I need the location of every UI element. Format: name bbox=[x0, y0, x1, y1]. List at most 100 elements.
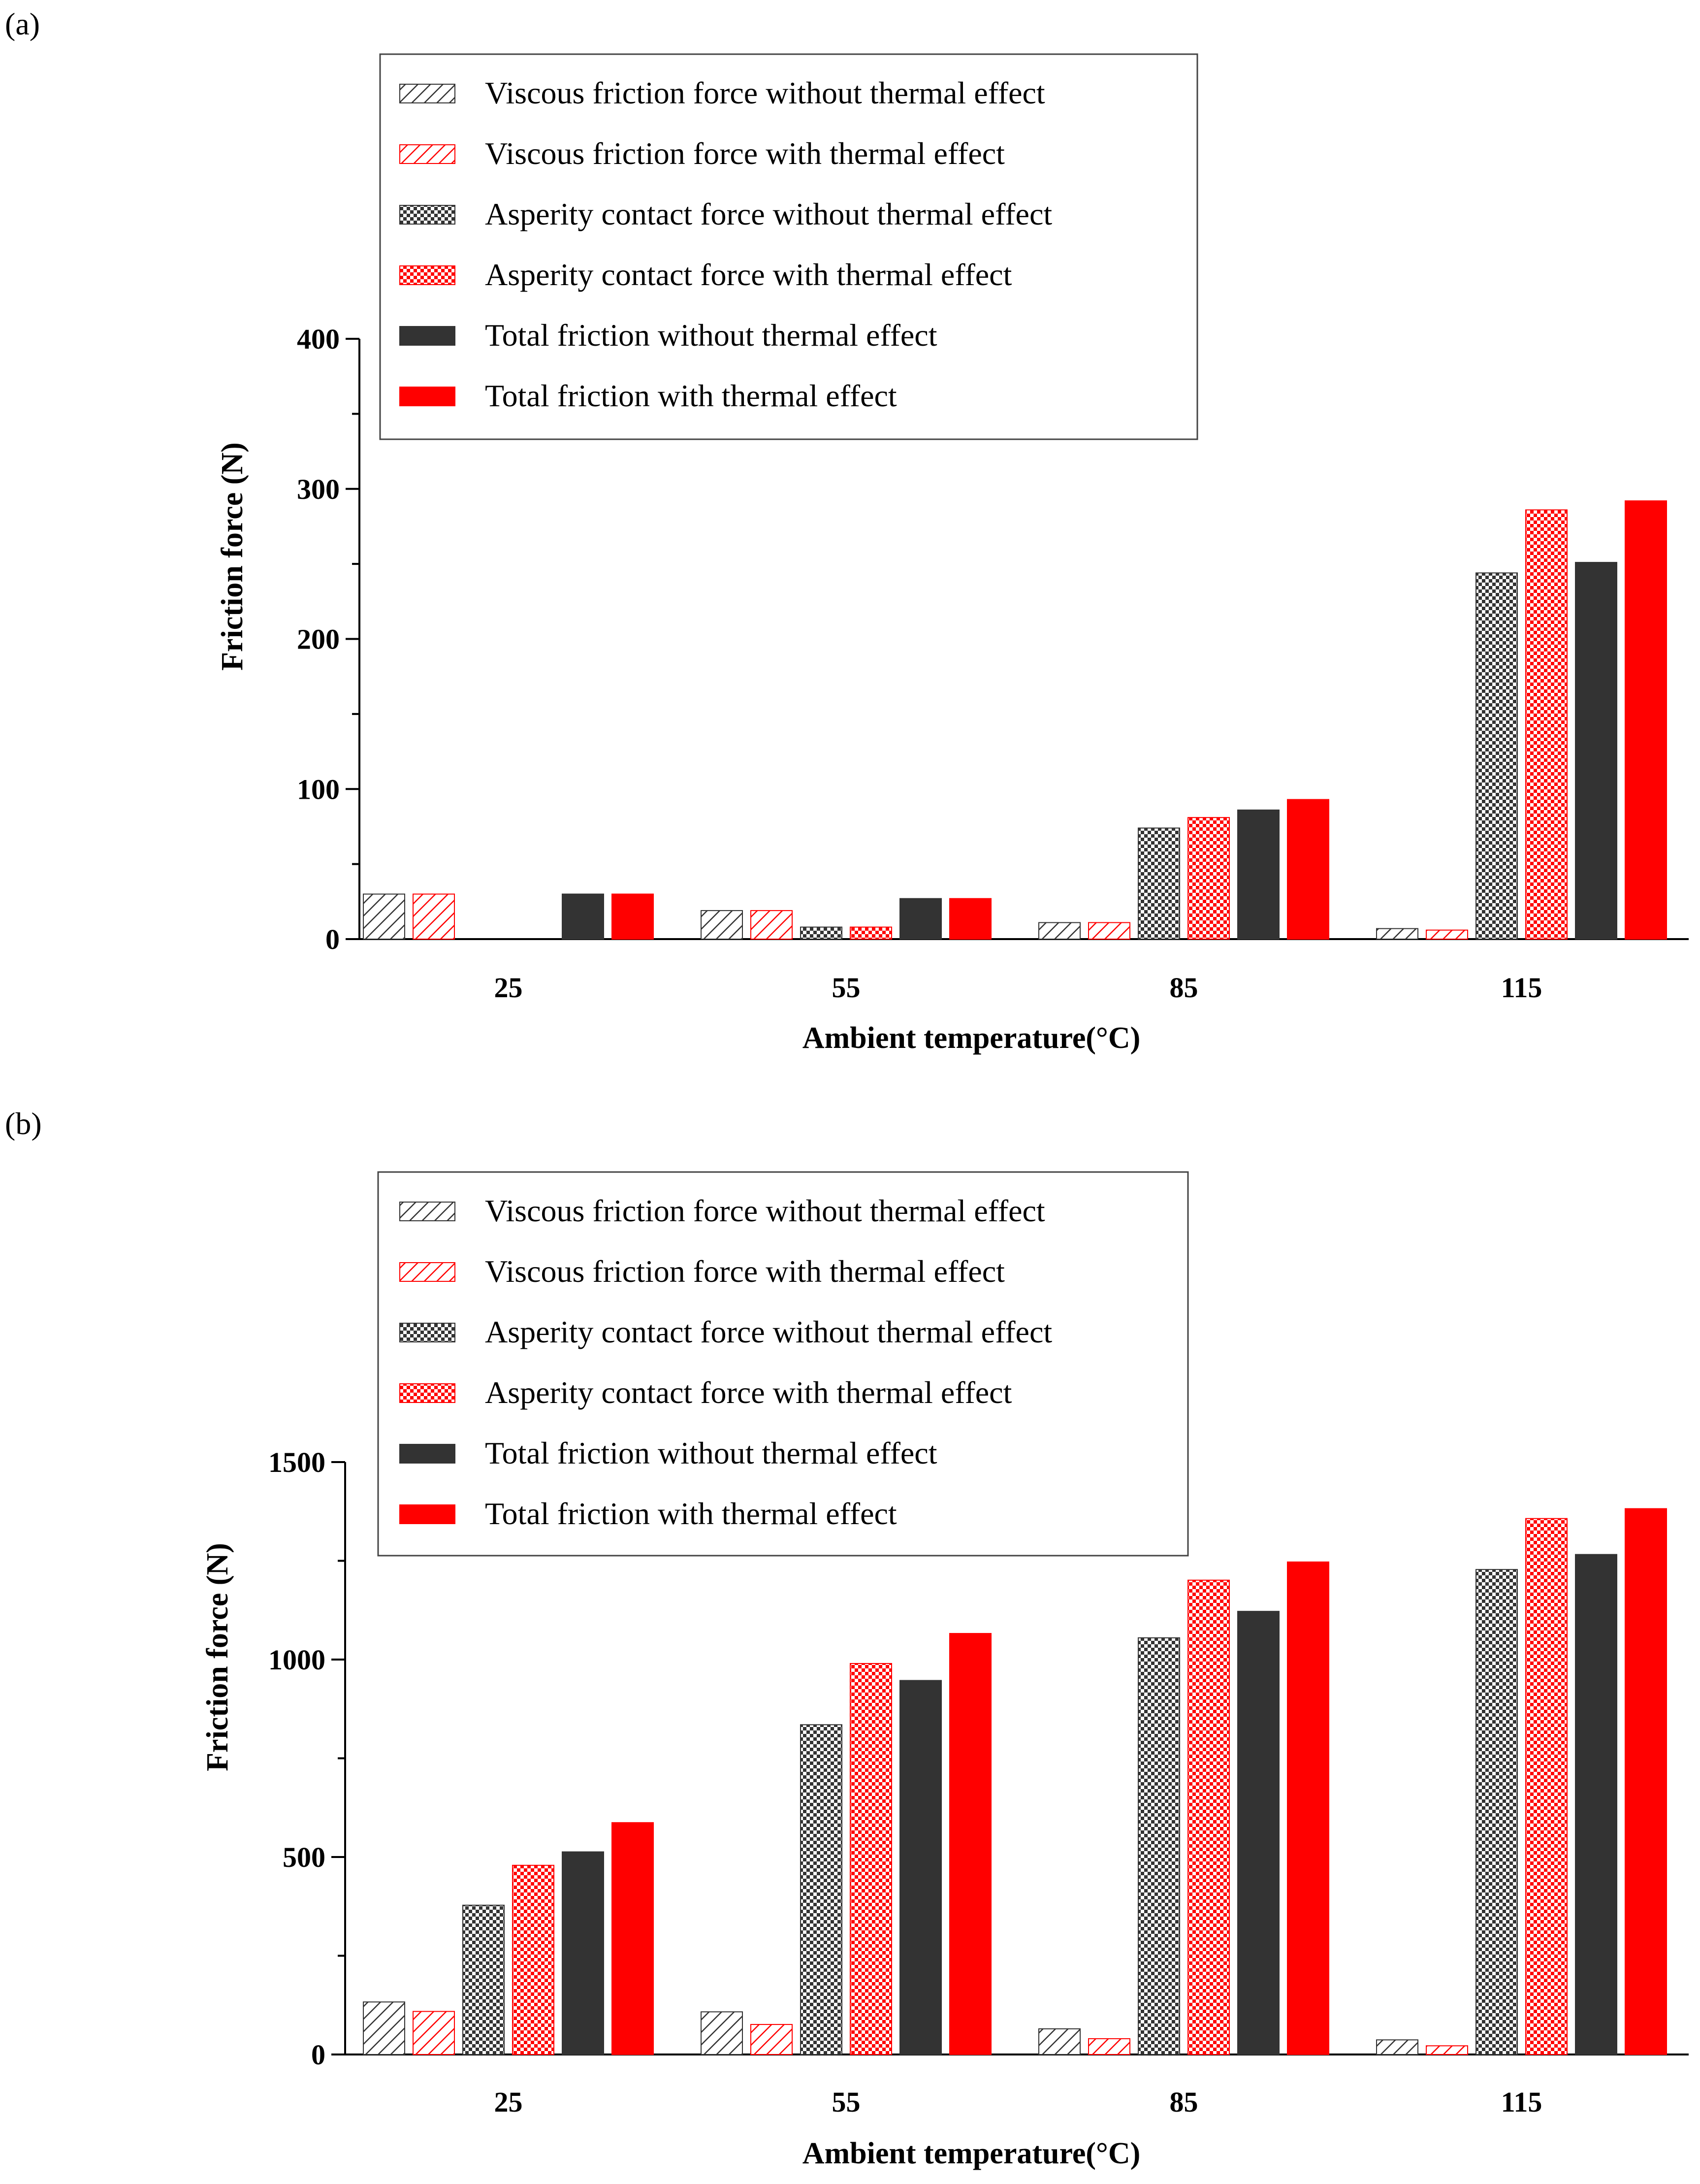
y-tick-label: 500 bbox=[283, 1841, 325, 1873]
legend-label: Asperity contact force without thermal e… bbox=[485, 196, 1052, 231]
legend-swatch bbox=[399, 1444, 455, 1464]
legend-swatch bbox=[399, 144, 455, 164]
y-tick-label: 100 bbox=[297, 773, 340, 805]
bar bbox=[611, 893, 654, 940]
x-tick-label: 25 bbox=[494, 972, 523, 1004]
bar bbox=[1426, 2045, 1468, 2055]
bar bbox=[1625, 1508, 1667, 2055]
bar bbox=[949, 1633, 992, 2055]
bar bbox=[462, 1904, 505, 2055]
y-axis-title: Friction force (N) bbox=[216, 442, 249, 671]
y-tick-label: 1500 bbox=[268, 1446, 325, 1478]
bar bbox=[899, 898, 942, 940]
bar bbox=[800, 1724, 842, 2055]
bar bbox=[1475, 1569, 1518, 2055]
legend-label: Total friction with thermal effect bbox=[485, 1496, 897, 1531]
bar bbox=[1287, 1561, 1329, 2055]
x-tick-label: 55 bbox=[832, 2086, 861, 2118]
bar bbox=[800, 926, 842, 940]
panel-label: (a) bbox=[5, 6, 40, 41]
legend-label: Viscous friction force without thermal e… bbox=[485, 1193, 1045, 1228]
chart-panel-b: (b) Friction force (N) Ambient temperatu… bbox=[5, 1106, 1689, 2170]
legend-swatch bbox=[399, 1504, 455, 1524]
x-tick-label: 115 bbox=[1501, 972, 1542, 1004]
bar bbox=[1187, 1579, 1230, 2055]
legend-swatch bbox=[399, 84, 455, 103]
bar bbox=[413, 893, 455, 940]
legend-label: Asperity contact force without thermal e… bbox=[485, 1314, 1052, 1349]
bar bbox=[1376, 928, 1418, 940]
legend-swatch bbox=[399, 205, 455, 225]
bar bbox=[363, 2001, 405, 2055]
legend-label: Total friction with thermal effect bbox=[485, 378, 897, 413]
bar bbox=[1138, 827, 1180, 940]
panel-label: (b) bbox=[5, 1106, 42, 1141]
x-tick-label: 85 bbox=[1170, 2086, 1198, 2118]
bar bbox=[701, 910, 743, 940]
legend-swatch bbox=[399, 1383, 455, 1403]
bar bbox=[1187, 817, 1230, 940]
bar bbox=[1237, 1611, 1280, 2055]
bar bbox=[701, 2011, 743, 2055]
bar bbox=[1237, 809, 1280, 940]
bar bbox=[850, 1663, 892, 2055]
bar bbox=[1575, 1554, 1617, 2055]
legend-swatch bbox=[399, 265, 455, 285]
bar bbox=[512, 1864, 554, 2055]
y-tick-label: 400 bbox=[297, 323, 340, 355]
legend: Viscous friction force without thermal e… bbox=[377, 1171, 1189, 1557]
bar bbox=[1426, 929, 1468, 940]
bar bbox=[562, 893, 604, 940]
bar bbox=[1525, 509, 1568, 940]
x-tick-label: 115 bbox=[1501, 2086, 1542, 2118]
bar bbox=[413, 2011, 455, 2055]
bar bbox=[1525, 1518, 1568, 2055]
legend-swatch bbox=[399, 1262, 455, 1282]
y-tick-label: 0 bbox=[311, 2039, 325, 2071]
legend-swatch bbox=[399, 1202, 455, 1221]
x-tick-label: 85 bbox=[1170, 972, 1198, 1004]
legend: Viscous friction force without thermal e… bbox=[379, 53, 1198, 440]
bar bbox=[611, 1822, 654, 2055]
bar bbox=[562, 1851, 604, 2055]
legend-swatch bbox=[399, 387, 455, 406]
bar bbox=[899, 1680, 942, 2055]
legend-label: Total friction without thermal effect bbox=[485, 318, 937, 353]
bar bbox=[363, 893, 405, 940]
bar bbox=[949, 898, 992, 940]
legend-box bbox=[377, 1171, 1189, 1557]
legend-label: Asperity contact force with thermal effe… bbox=[485, 1375, 1012, 1410]
bar bbox=[750, 910, 793, 940]
bar bbox=[1088, 2038, 1130, 2055]
bar bbox=[1376, 2039, 1418, 2055]
x-tick-label: 55 bbox=[832, 972, 861, 1004]
x-tick-label: 25 bbox=[494, 2086, 523, 2118]
ticks: 0 500 1000 1500 25 55 85 115 bbox=[268, 1446, 1542, 2118]
x-axis-title: Ambient temperature(°C) bbox=[802, 1021, 1141, 1055]
bars bbox=[363, 500, 1667, 940]
legend-swatch bbox=[399, 1323, 455, 1342]
legend-label: Viscous friction force with thermal effe… bbox=[485, 136, 1005, 171]
ticks: 0 100 200 300 400 25 55 85 115 bbox=[297, 323, 1542, 1004]
bar bbox=[1575, 562, 1617, 940]
bar bbox=[850, 926, 892, 940]
legend-label: Asperity contact force with thermal effe… bbox=[485, 257, 1012, 292]
legend-label: Viscous friction force with thermal effe… bbox=[485, 1254, 1005, 1289]
legend-label: Total friction without thermal effect bbox=[485, 1435, 937, 1470]
y-tick-label: 200 bbox=[297, 623, 340, 655]
legend-label: Viscous friction force without thermal e… bbox=[485, 75, 1045, 110]
bar bbox=[1287, 799, 1329, 940]
legend-swatch bbox=[399, 326, 455, 346]
x-axis-title: Ambient temperature(°C) bbox=[802, 2137, 1141, 2170]
bar bbox=[1138, 1637, 1180, 2055]
y-tick-label: 300 bbox=[297, 473, 340, 505]
bar bbox=[1088, 922, 1130, 940]
y-axis-title: Friction force (N) bbox=[201, 1543, 234, 1771]
chart-panel-a: (a) Friction force (N) Ambient temperatu… bbox=[5, 6, 1689, 1055]
bar bbox=[1038, 922, 1081, 940]
bars bbox=[363, 1508, 1667, 2055]
y-tick-label: 1000 bbox=[268, 1644, 325, 1676]
bar bbox=[750, 2024, 793, 2055]
bar bbox=[1475, 572, 1518, 940]
